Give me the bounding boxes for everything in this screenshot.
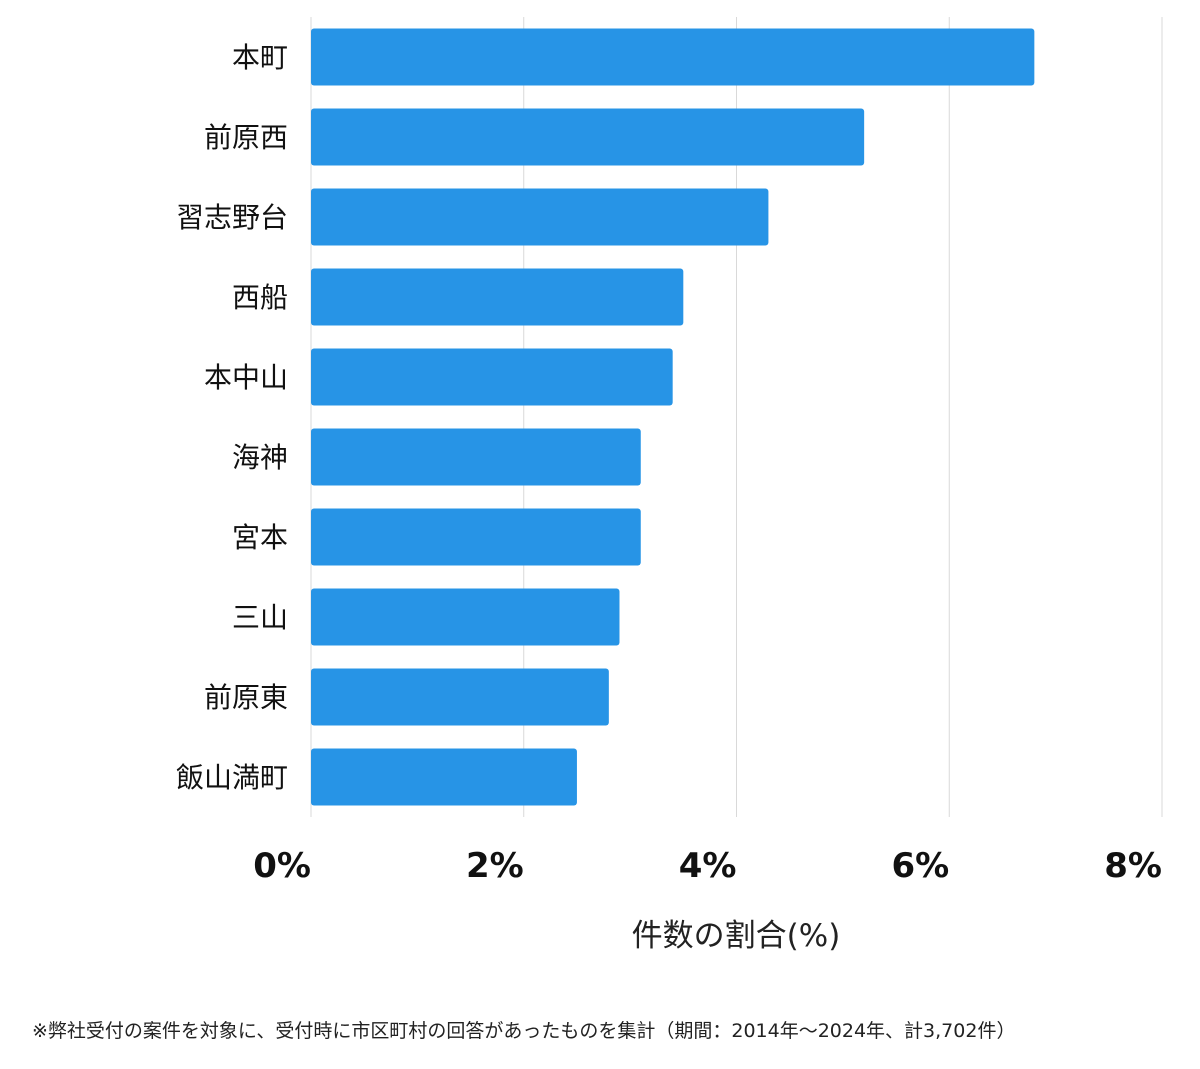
category-label: 習志野台 <box>176 201 288 234</box>
bar <box>311 28 1035 86</box>
bar <box>311 428 641 486</box>
x-tick-label: 2% <box>466 846 524 886</box>
category-label: 三山 <box>232 601 288 634</box>
category-label: 前原東 <box>204 681 288 714</box>
x-axis-title: 件数の割合(%) <box>632 918 841 954</box>
category-label: 前原西 <box>204 121 288 154</box>
bar <box>311 588 620 646</box>
category-label: 海神 <box>232 441 288 474</box>
bar <box>311 668 609 726</box>
category-label: 宮本 <box>232 521 288 554</box>
bar <box>311 108 865 166</box>
category-label: 西船 <box>232 281 288 314</box>
x-tick-label: 6% <box>892 846 950 886</box>
bar <box>311 748 577 806</box>
bar <box>311 188 769 246</box>
bar <box>311 508 641 566</box>
x-tick-label: 8% <box>1104 846 1162 886</box>
category-label: 本中山 <box>204 361 288 394</box>
x-tick-label: 4% <box>679 846 737 886</box>
category-label: 本町 <box>232 41 288 74</box>
x-tick-label: 0% <box>253 846 311 886</box>
bar <box>311 268 684 326</box>
category-label: 飯山満町 <box>176 761 288 794</box>
bar <box>311 348 673 406</box>
footnote: ※弊社受付の案件を対象に、受付時に市区町村の回答があったものを集計（期間：201… <box>32 1020 1016 1042</box>
bars <box>311 28 1035 806</box>
x-tick-labels: 0% 2% 4% 6% 8% <box>253 846 1162 886</box>
